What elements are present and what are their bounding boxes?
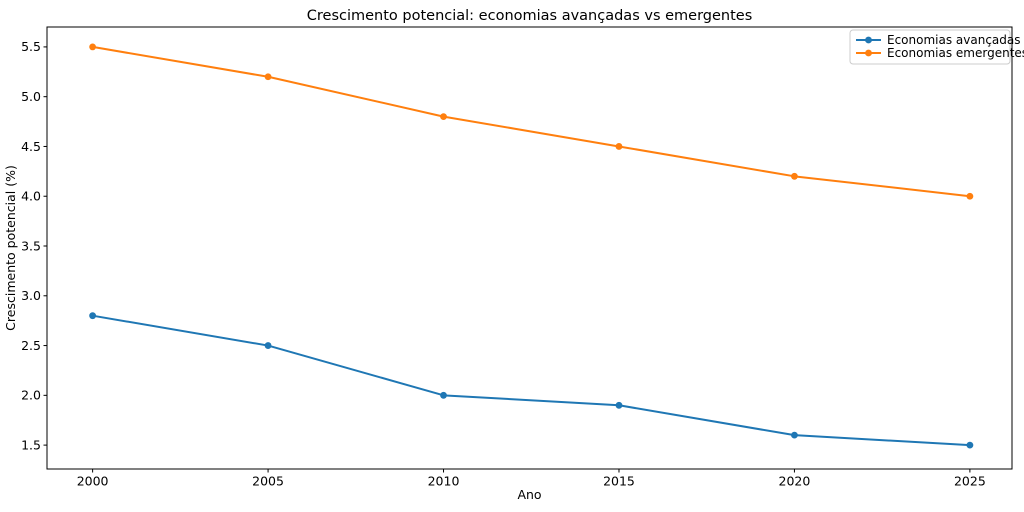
y-tick-label: 4.0 bbox=[21, 189, 41, 204]
y-tick-label: 3.0 bbox=[21, 288, 41, 303]
y-tick-label: 5.0 bbox=[21, 89, 41, 104]
data-point-marker bbox=[264, 342, 272, 349]
series-line-1 bbox=[92, 45, 971, 198]
x-axis-label: Ano bbox=[517, 487, 541, 502]
chart-title: Crescimento potencial: economias avançad… bbox=[307, 8, 753, 24]
data-point-marker bbox=[264, 73, 272, 81]
data-point-marker bbox=[966, 192, 974, 200]
data-point-marker bbox=[440, 113, 447, 120]
x-tick-label: 2010 bbox=[428, 474, 460, 489]
data-point-marker bbox=[615, 401, 623, 409]
x-tick-label: 2025 bbox=[954, 474, 986, 489]
plot-area: 2000 2005 2010 2015 2020 2025 1.5 2.0 2.5 3.0 3.5 4… bbox=[21, 26, 1013, 489]
legend-box bbox=[849, 29, 1011, 65]
data-point-marker bbox=[966, 441, 974, 449]
series-line-0 bbox=[92, 314, 970, 447]
legend-marker bbox=[865, 49, 872, 57]
data-point-marker bbox=[89, 43, 97, 51]
x-tick-label: 2020 bbox=[779, 474, 811, 489]
x-tick-label: 2005 bbox=[252, 474, 284, 489]
y-tick-label: 2.5 bbox=[21, 338, 41, 353]
x-tick-label: 2015 bbox=[603, 474, 635, 489]
x-tick-label: 2000 bbox=[77, 474, 109, 489]
y-tick-label: 5.5 bbox=[21, 39, 41, 54]
data-point-marker bbox=[791, 172, 798, 180]
y-tick-label: 1.5 bbox=[21, 437, 41, 452]
plot-frame bbox=[46, 26, 1013, 470]
y-axis-label: Crescimento potencial (%) bbox=[3, 165, 18, 331]
legend-marker bbox=[865, 36, 872, 44]
legend-label: Economias avançadas bbox=[887, 33, 1021, 47]
data-point-marker bbox=[440, 391, 447, 399]
y-tick-label: 4.5 bbox=[21, 139, 41, 154]
legend-label: Economias emergentes bbox=[887, 46, 1024, 60]
y-tick-label: 2.0 bbox=[21, 388, 41, 403]
data-point-marker bbox=[89, 312, 97, 320]
data-point-marker bbox=[791, 431, 798, 439]
y-tick-label: 3.5 bbox=[21, 238, 41, 253]
data-point-marker bbox=[615, 143, 623, 150]
